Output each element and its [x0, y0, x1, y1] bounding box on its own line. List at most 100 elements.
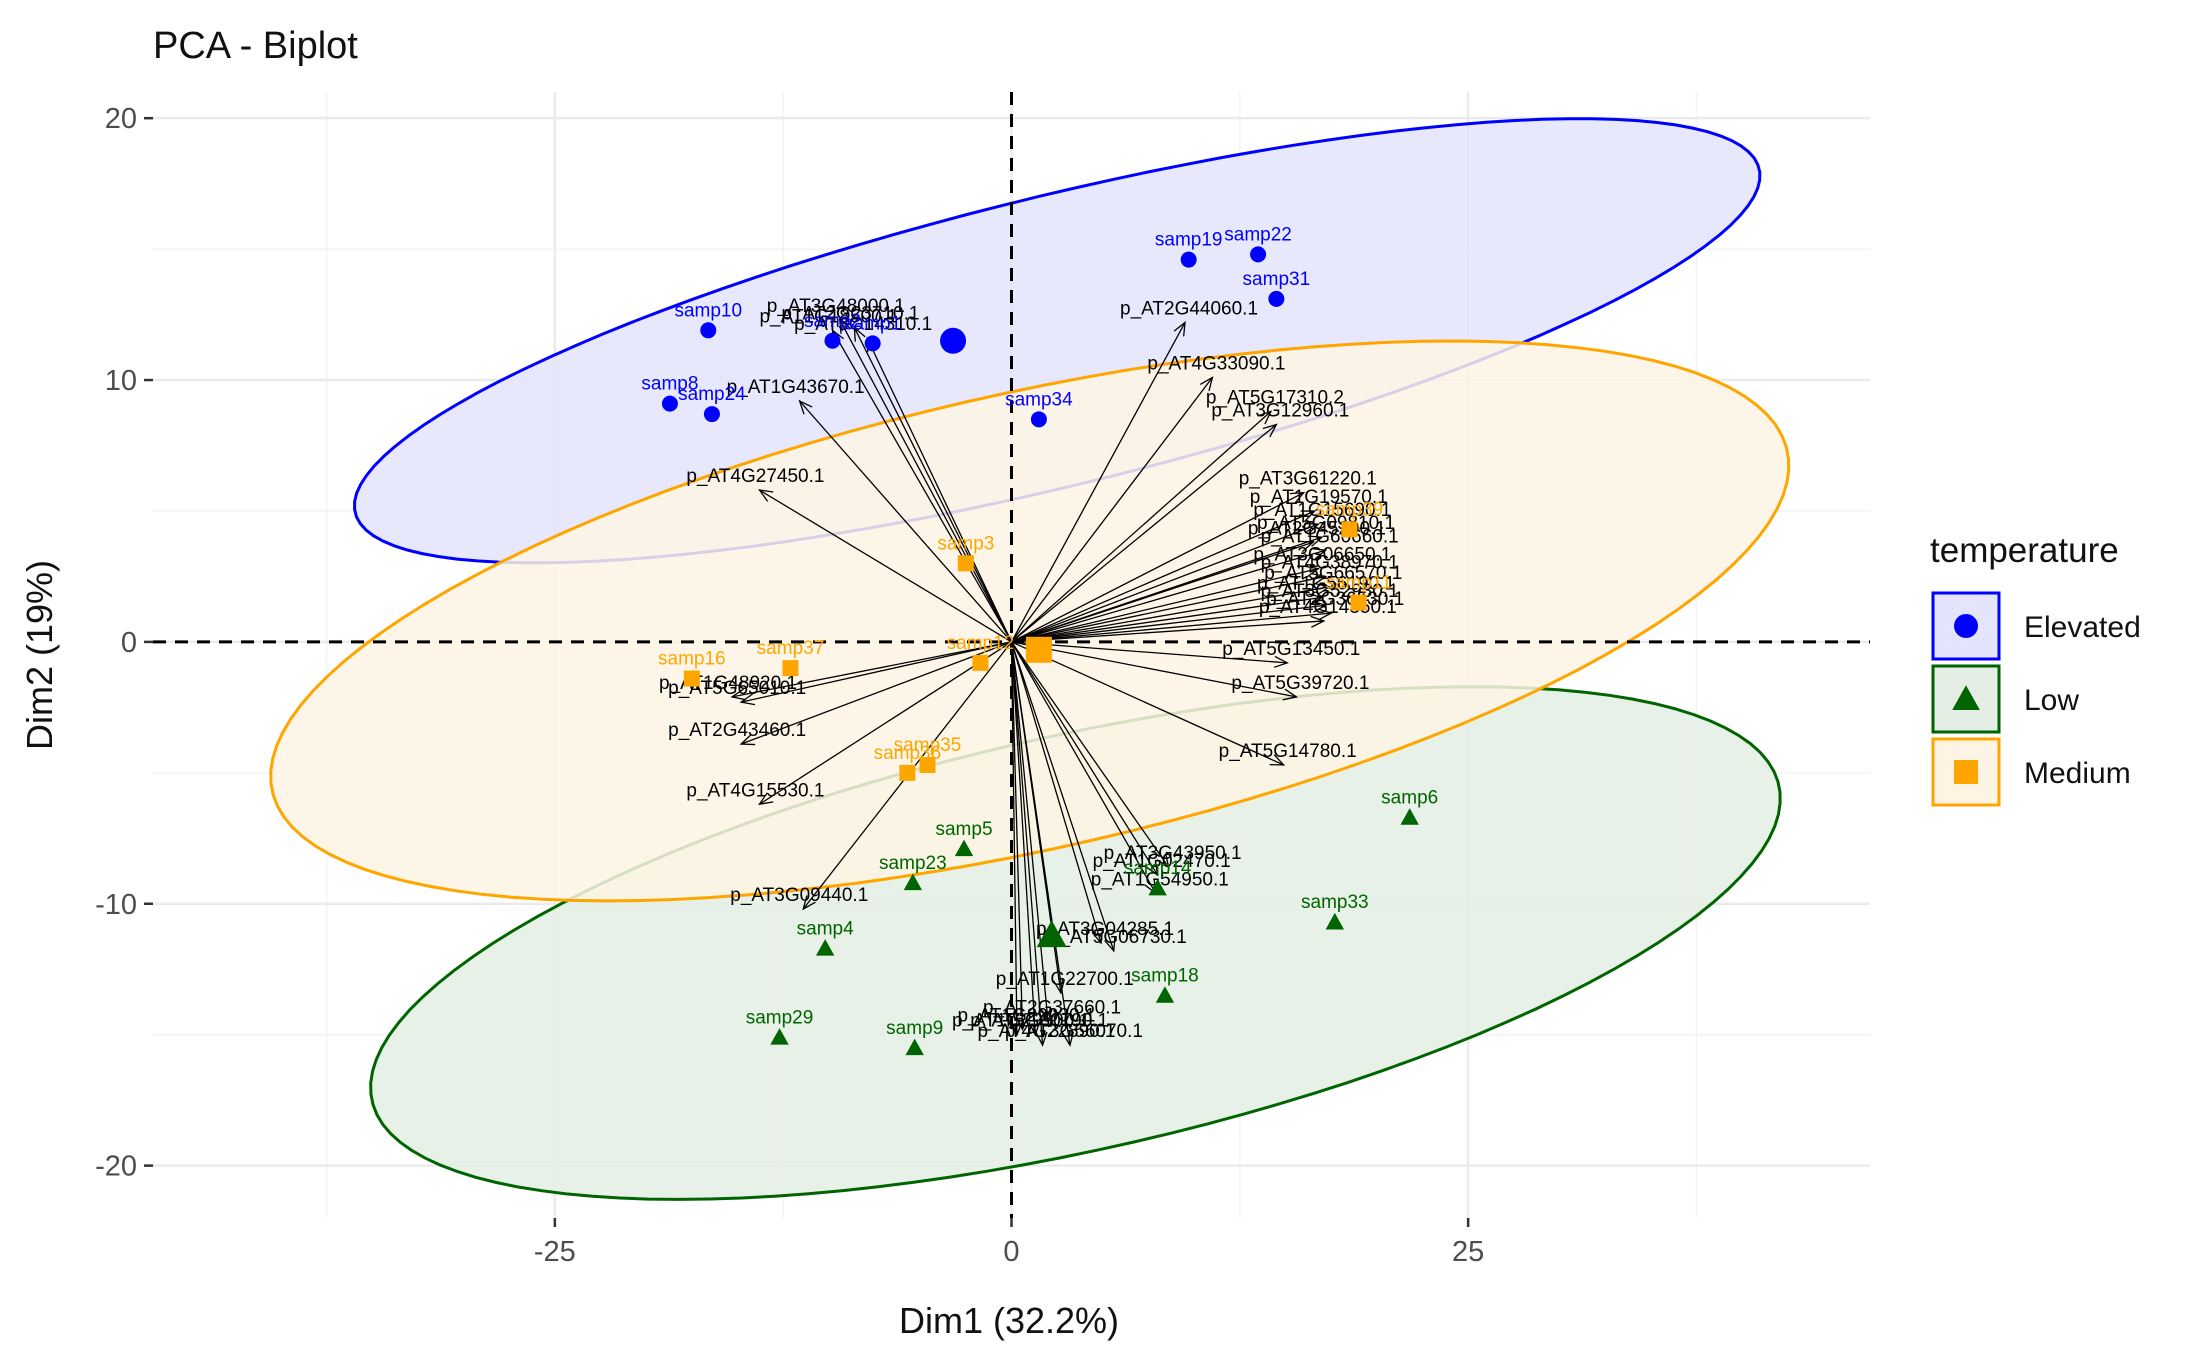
arrow-head: [758, 792, 774, 806]
arrow-shaft: [1011, 620, 1324, 643]
arrow-head: [1173, 320, 1186, 337]
arrow-head: [1016, 1016, 1029, 1032]
arrow-shaft: [1011, 424, 1277, 643]
arrow-shaft: [1011, 596, 1323, 643]
square-icon: [1954, 760, 1978, 784]
arrow-head: [1257, 410, 1273, 425]
arrow-shaft: [1011, 604, 1326, 643]
arrow-head: [1311, 547, 1328, 560]
arrow-head: [1289, 491, 1306, 504]
arrow-head: [1310, 615, 1326, 628]
arrow-head: [1269, 754, 1286, 766]
legend-label: Elevated: [2024, 611, 2141, 644]
variable-label: p_AT5G09810.1: [1257, 513, 1395, 534]
arrow-head: [1145, 861, 1159, 877]
variable-label: p_AT1G43670.1: [727, 377, 865, 398]
arrow-head: [739, 733, 756, 746]
arrow-head: [1199, 376, 1214, 392]
sample-label: samp34: [1005, 389, 1073, 410]
arrow-shaft: [1010, 641, 1102, 944]
variable-arrow: p_AT1G18500.1: [759, 306, 1013, 643]
variable-label: p_AT1G22700.1: [996, 969, 1134, 990]
variable-label: p_AT5G39720.1: [1231, 673, 1369, 694]
sample-point: [1180, 251, 1197, 268]
sample-label: samp1: [844, 313, 901, 334]
sample-point: [1341, 521, 1358, 538]
variable-label: p_AT1G19570.1: [1250, 487, 1388, 508]
variable-label: p_AT3G09440.1: [730, 885, 868, 906]
variable-label: p_AT5G17310.2: [1206, 387, 1344, 408]
arrow-shaft: [740, 641, 1012, 745]
variable-arrow: p_AT4G15530.1: [686, 641, 1012, 806]
variable-arrow: p_AT2G36530.1: [1011, 589, 1404, 643]
arrow-head: [1040, 1008, 1053, 1024]
sample-point: [1268, 290, 1285, 307]
arrow-shaft: [1011, 612, 1332, 643]
x-tick-label: 0: [1003, 1236, 1019, 1268]
legend-label: Low: [2024, 684, 2079, 717]
y-tick-label: 20: [105, 103, 137, 135]
sample-point: [899, 764, 916, 781]
sample-label: samp10: [674, 300, 742, 321]
sample-point: [1250, 246, 1267, 263]
sample-point: [683, 670, 700, 687]
arrow-shaft: [759, 641, 1012, 805]
arrow-head: [1028, 1021, 1041, 1037]
arrow-head: [1104, 936, 1116, 953]
sample-label: samp37: [757, 638, 825, 659]
variable-label: p_AT3G61220.1: [1239, 469, 1377, 490]
variable-arrows: p_AT1G18500.1p_AT3G48000.1p_AT2G23710.1p…: [659, 296, 1404, 1047]
arrow-shaft: [831, 329, 1013, 643]
sample-label: samp6: [1381, 787, 1438, 808]
sample-point: [700, 322, 717, 339]
variable-label: p_AT1G18500.1: [759, 306, 897, 327]
arrow-shaft: [759, 489, 1012, 643]
variable-arrow: p_AT5G14780.1: [1011, 641, 1357, 766]
variable-label: p_AT1G54950.1: [1091, 869, 1229, 890]
variable-arrow: p_AT3G43950.1: [1010, 641, 1242, 869]
x-axis-title: Dim1 (32.2%): [899, 1300, 1119, 1341]
arrow-head: [839, 318, 852, 334]
arrow-shaft: [1011, 641, 1288, 664]
variable-arrow: p_AT5G65010.1: [668, 641, 1012, 706]
variable-label: p_AT3G56070.1: [1005, 1021, 1143, 1042]
triangle-icon: [1952, 685, 1980, 711]
variable-arrow: p_AT1G19570.1: [1011, 487, 1388, 643]
arrow-shaft: [1010, 641, 1115, 952]
variable-label: p_AT2G37660.1: [983, 998, 1121, 1019]
sample-label: samp2: [804, 311, 861, 332]
variable-arrow: p_AT4G38970.1: [1011, 552, 1399, 643]
variable-arrow: p_AT2G44060.1: [1010, 298, 1258, 643]
sample-point: [957, 555, 974, 572]
arrow-head: [1311, 573, 1328, 585]
variable-label: p_AT2G23710.1: [781, 304, 919, 325]
sample-label: samp35: [894, 735, 962, 756]
sample-label: samp33: [1301, 892, 1369, 913]
sample-point: [770, 1028, 789, 1045]
variable-arrow: p_AT2G43460.1: [668, 641, 1012, 746]
arrow-shaft: [799, 400, 1012, 643]
sample-label: samp3: [937, 533, 994, 554]
arrow-shaft: [1011, 541, 1314, 643]
arrow-head: [730, 688, 746, 701]
variable-label: p_AT1G29930.1: [957, 1005, 1095, 1026]
sample-label: samp11: [1325, 573, 1391, 594]
arrow-shaft: [1011, 492, 1305, 643]
variable-arrow: p_AT5G06730.1: [1010, 641, 1187, 953]
sample-point: [824, 332, 841, 349]
arrow-head: [1317, 608, 1333, 621]
confidence-ellipses: [269, 117, 1791, 1201]
arrow-head: [1053, 979, 1066, 995]
sample-point: [903, 873, 923, 891]
sample-label: samp24: [678, 384, 746, 405]
arrow-shaft: [853, 327, 1013, 643]
variable-label: p_AT1G29900.1: [952, 1011, 1090, 1032]
variable-label: p_AT4G38970.1: [1261, 552, 1399, 573]
arrow-head: [1298, 540, 1315, 553]
sample-point: [815, 939, 835, 956]
arrow-shaft: [1010, 641, 1159, 876]
sample-label: samp39: [1316, 499, 1384, 520]
variable-arrow: p_AT4G27450.1: [686, 466, 1012, 643]
